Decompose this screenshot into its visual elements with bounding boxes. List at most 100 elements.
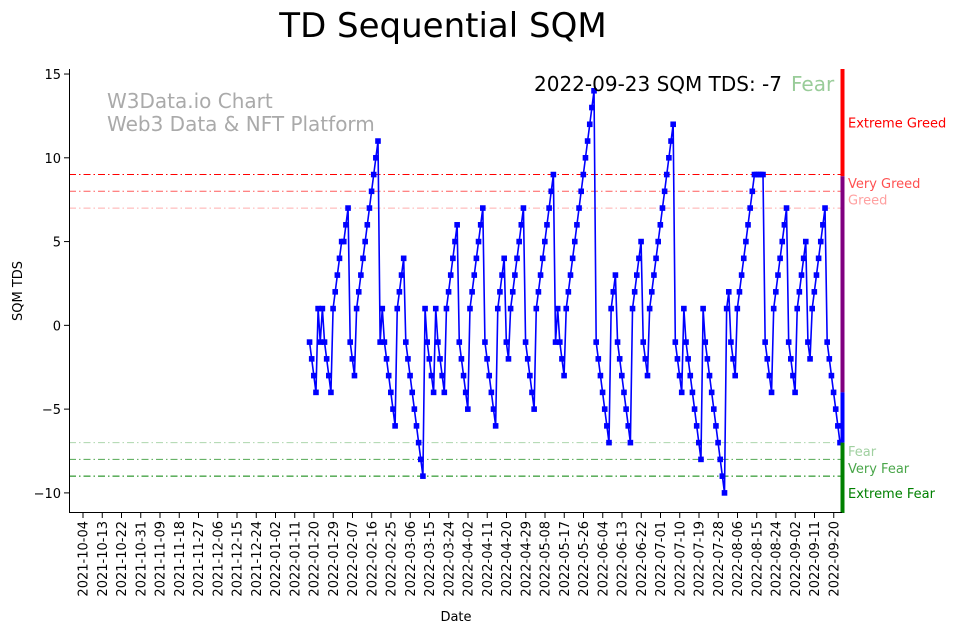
data-point [535, 289, 542, 295]
threshold-lines [69, 174, 842, 477]
data-point [580, 171, 587, 178]
data-point [452, 238, 458, 245]
data-point [428, 372, 435, 379]
data-point [460, 372, 467, 379]
data-point [362, 238, 368, 245]
watermark: W3Data.io Chart Web3 Data & NFT Platform [107, 89, 375, 136]
data-point [462, 389, 469, 396]
data-point [550, 171, 557, 178]
data-point [736, 289, 743, 295]
data-point [807, 356, 813, 362]
data-point [770, 305, 777, 312]
data-point [740, 255, 747, 262]
data-point [837, 439, 843, 446]
data-point [497, 289, 503, 295]
x-tick-label: 2022-03-24 [442, 521, 457, 597]
sentiment-side-labels: Extreme Greed Very Greed Greed Fear Very Fea… [848, 117, 946, 502]
data-point [571, 238, 578, 245]
data-point [370, 171, 377, 178]
data-point [788, 356, 794, 362]
data-point [394, 305, 401, 312]
data-point [749, 188, 756, 195]
x-tick-label: 2022-06-04 [596, 521, 611, 597]
x-tick-label: 2022-05-26 [577, 521, 592, 597]
data-point [813, 272, 820, 278]
data-point [768, 389, 775, 396]
x-tick-label: 2022-04-29 [519, 521, 534, 597]
data-point [488, 389, 495, 396]
data-point [332, 289, 339, 295]
data-point [505, 356, 512, 362]
data-point [593, 339, 599, 345]
watermark-line1: W3Data.io Chart [107, 89, 273, 113]
data-point [465, 406, 471, 412]
data-point [625, 423, 632, 429]
data-point [407, 372, 413, 379]
x-tick-label: 2022-03-15 [423, 521, 438, 597]
data-point [610, 289, 617, 295]
data-point [537, 272, 544, 278]
data-point [426, 356, 433, 362]
data-point [435, 339, 441, 345]
data-point [311, 372, 317, 379]
data-point [629, 305, 636, 312]
data-point [676, 372, 683, 379]
data-point [809, 305, 815, 312]
data-point [315, 305, 321, 312]
data-point [358, 272, 364, 278]
y-tick-label: −10 [34, 487, 61, 502]
data-point [503, 339, 510, 345]
data-point [443, 305, 450, 312]
side-label: Greed [848, 194, 887, 209]
data-point [762, 339, 768, 345]
side-label: Extreme Fear [848, 487, 936, 502]
data-point [738, 272, 745, 278]
data-point [646, 305, 653, 312]
data-point [475, 238, 482, 245]
data-point [514, 255, 520, 262]
data-point [471, 272, 478, 278]
x-tick-label: 2021-10-22 [115, 521, 130, 597]
data-point [396, 289, 403, 295]
x-tick-label: 2022-07-01 [654, 521, 669, 597]
data-point [781, 222, 788, 228]
x-tick-label: 2021-11-18 [173, 521, 188, 597]
data-point [392, 423, 398, 429]
data-point [766, 372, 773, 379]
axes [69, 69, 842, 513]
data-point [458, 356, 465, 362]
data-point [732, 372, 738, 379]
data-point [728, 339, 734, 345]
data-point [832, 406, 839, 412]
data-point [522, 339, 529, 345]
data-point [524, 356, 531, 362]
data-point [790, 372, 796, 379]
data-point [725, 289, 732, 295]
watermark-line2: Web3 Data & NFT Platform [107, 112, 375, 136]
status-text: 2022-09-23 SQM TDS: -7 [534, 72, 782, 96]
data-point [599, 389, 606, 396]
data-point [563, 305, 570, 312]
x-tick-label: 2022-07-10 [673, 521, 688, 597]
data-point [648, 289, 655, 295]
data-point [698, 456, 704, 463]
data-point [336, 255, 343, 262]
data-point [542, 238, 548, 245]
x-tick-label: 2022-09-20 [827, 521, 842, 597]
data-point [826, 356, 833, 362]
data-point [447, 272, 454, 278]
data-point [719, 473, 726, 479]
data-point [670, 121, 676, 128]
x-tick-label: 2022-06-22 [635, 521, 650, 597]
x-tick-label: 2022-02-07 [346, 521, 361, 597]
data-point [792, 389, 798, 396]
data-point [557, 339, 563, 345]
x-axis-label: Date [440, 610, 471, 625]
data-point [349, 356, 356, 362]
data-point [642, 356, 649, 362]
x-tick-label: 2022-08-24 [770, 521, 785, 597]
data-point [379, 305, 386, 312]
data-point [388, 389, 394, 396]
x-tick-label: 2022-01-20 [308, 521, 323, 597]
data-point [366, 205, 373, 211]
